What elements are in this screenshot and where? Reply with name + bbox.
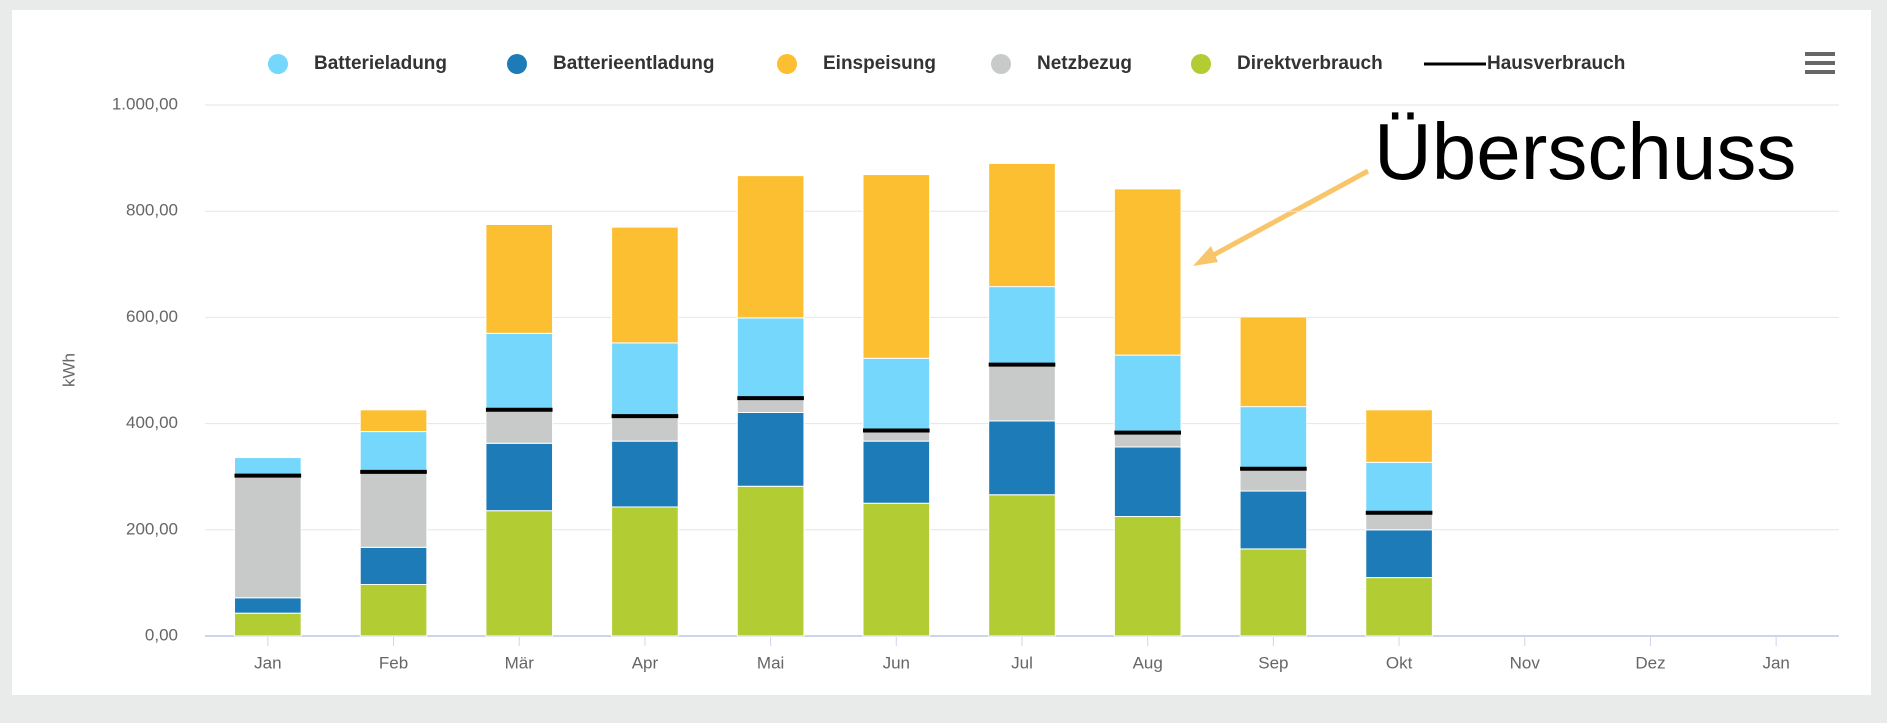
bar-segment: [862, 440, 931, 504]
x-tick-label: Sep: [1258, 653, 1288, 672]
legend-label: Batterieladung: [314, 53, 447, 74]
x-tick-label: Jan: [254, 653, 281, 672]
legend-label: Netzbezug: [1037, 53, 1132, 74]
legend-label: Direktverbrauch: [1237, 53, 1383, 74]
y-tick-label: 0,00: [145, 625, 178, 644]
bar-segment: [485, 332, 554, 411]
bar-segment: [234, 612, 302, 637]
bar-segment: [485, 409, 554, 444]
x-tick-label: Jul: [1011, 653, 1033, 672]
bar-segment: [1113, 188, 1182, 356]
bar-segment: [862, 174, 931, 359]
bar-segment: [1365, 512, 1433, 531]
y-tick-label: 600,00: [126, 307, 178, 326]
bar-segment: [862, 357, 931, 432]
bar-segment: [359, 583, 428, 637]
bar-segment: [234, 475, 302, 599]
y-tick-label: 800,00: [126, 201, 178, 220]
bar-segment: [1239, 468, 1308, 492]
bar-segment: [359, 471, 428, 548]
bar-segment: [611, 440, 679, 508]
bar-segment: [988, 286, 1056, 366]
bar-segment: [234, 457, 302, 477]
panel: [12, 10, 1871, 695]
bar-segment: [1113, 354, 1182, 434]
bar-segment: [862, 502, 931, 637]
bar-segment: [1239, 490, 1308, 550]
annotation-arrow: [1206, 168, 1370, 261]
x-tick-label: Dez: [1635, 653, 1665, 672]
bar-segment: [234, 597, 302, 614]
x-tick-label: Feb: [379, 653, 408, 672]
x-tick-label: Mai: [757, 653, 784, 672]
annotation: Überschuss: [1374, 107, 1796, 196]
x-tick-label: Aug: [1133, 653, 1163, 672]
bar-segment: [1365, 409, 1433, 463]
bar-segment: [736, 397, 805, 413]
legend-swatch: [777, 54, 797, 74]
y-axis-label: kWh: [59, 353, 78, 387]
menu-bar: [1805, 70, 1835, 74]
bar-segment: [611, 506, 679, 637]
bar-segment: [359, 409, 428, 433]
annotation-arrowhead: [1193, 246, 1218, 266]
x-tick-label: Mär: [505, 653, 535, 672]
bar-segment: [611, 342, 679, 417]
bar-segment: [611, 415, 679, 442]
legend-label: Hausverbrauch: [1487, 53, 1625, 74]
x-tick-label: Jan: [1762, 653, 1789, 672]
bar-segment: [988, 162, 1056, 288]
menu-bar: [1805, 61, 1835, 65]
bar-segment: [1113, 446, 1182, 518]
bar-segment: [988, 364, 1056, 422]
bar-segment: [485, 223, 554, 334]
legend-label: Einspeisung: [823, 53, 936, 74]
x-tick-label: Nov: [1510, 653, 1541, 672]
bar-segment: [988, 494, 1056, 637]
bar-segment: [1365, 529, 1433, 579]
bar-segment: [1365, 577, 1433, 637]
bar-segment: [359, 546, 428, 585]
bar-segment: [736, 485, 805, 637]
bar-segment: [1365, 461, 1433, 514]
bar-segment: [736, 317, 805, 399]
menu-bar: [1805, 52, 1835, 56]
bar-segment: [485, 442, 554, 512]
legend-swatch: [1191, 54, 1211, 74]
menu-icon[interactable]: [1805, 52, 1835, 74]
y-tick-label: 400,00: [126, 413, 178, 432]
bar-segment: [611, 226, 679, 344]
bar-segment: [1113, 516, 1182, 637]
bar-segment: [736, 411, 805, 487]
bar-segment: [1239, 406, 1308, 470]
x-tick-label: Jun: [883, 653, 910, 672]
bar-segment: [1239, 316, 1308, 408]
x-tick-label: Apr: [632, 653, 659, 672]
bar-segment: [988, 420, 1056, 496]
bar-segment: [359, 431, 428, 473]
legend-swatch: [991, 54, 1011, 74]
legend-label: Batterieentladung: [553, 53, 715, 74]
x-tick-label: Okt: [1386, 653, 1413, 672]
y-tick-label: 1.000,00: [112, 94, 178, 113]
legend-swatch: [507, 54, 527, 74]
bar-segment: [485, 510, 554, 637]
y-tick-label: 200,00: [126, 519, 178, 538]
legend-swatch: [268, 54, 288, 74]
bar-segment: [1113, 432, 1182, 448]
bar-segment: [1239, 548, 1308, 637]
bar-segment: [736, 175, 805, 319]
